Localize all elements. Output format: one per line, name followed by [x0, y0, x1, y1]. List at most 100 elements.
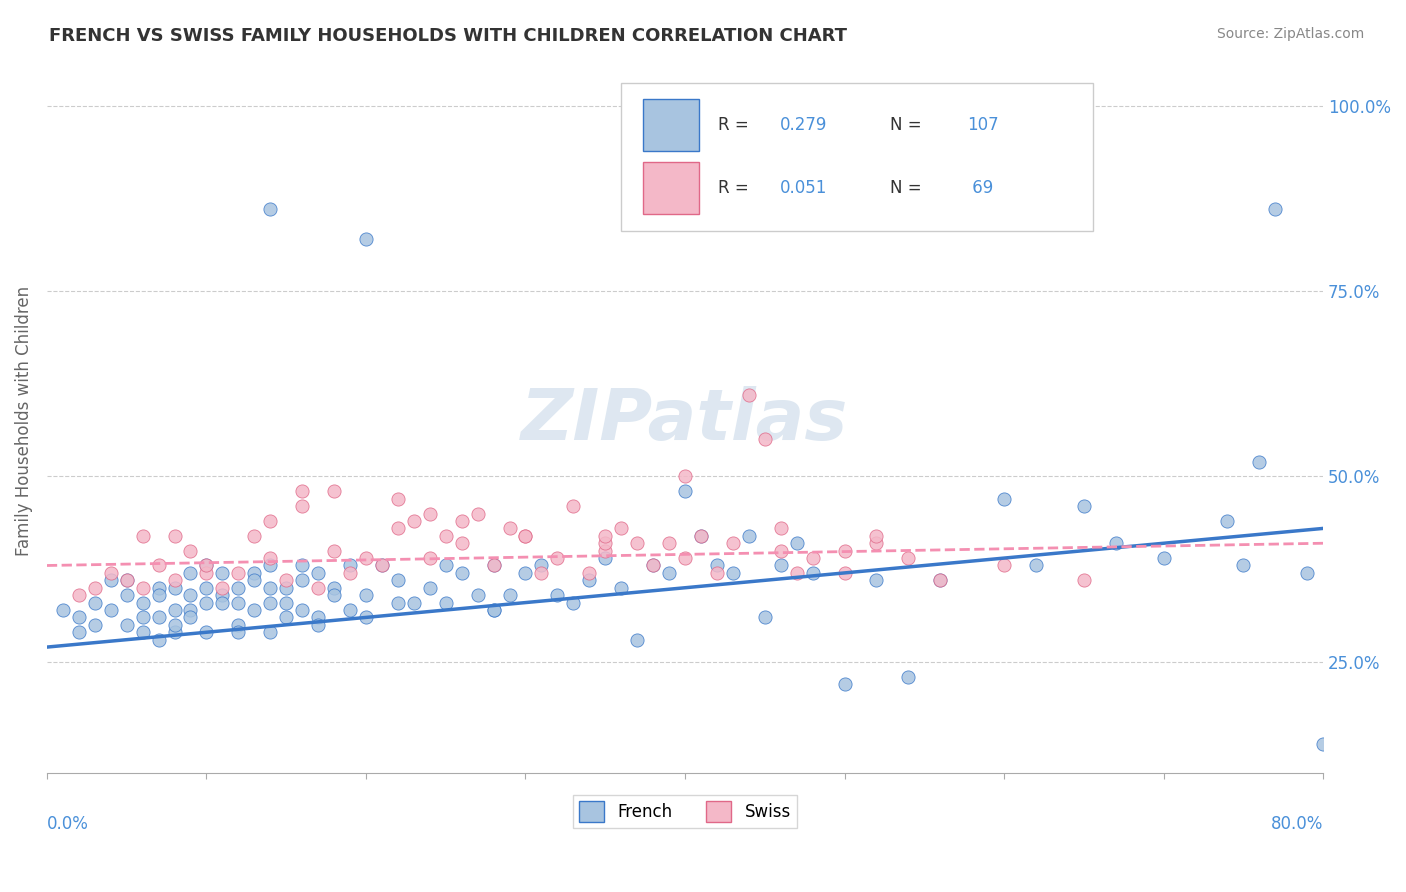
Point — [593, 543, 616, 558]
Point — [721, 566, 744, 580]
Point — [929, 574, 952, 588]
Point — [434, 558, 457, 573]
Text: N =: N = — [890, 179, 928, 197]
Point — [179, 566, 201, 580]
Point — [1025, 558, 1047, 573]
Point — [259, 202, 281, 217]
Point — [834, 543, 856, 558]
Point — [291, 603, 314, 617]
Point — [163, 574, 186, 588]
Point — [769, 543, 792, 558]
Text: 0.0%: 0.0% — [46, 815, 89, 833]
Point — [1249, 455, 1271, 469]
Point — [371, 558, 394, 573]
Point — [371, 558, 394, 573]
Point — [354, 551, 377, 566]
Point — [115, 574, 138, 588]
Point — [865, 536, 887, 550]
Point — [148, 558, 170, 573]
Point — [131, 529, 153, 543]
Point — [291, 574, 314, 588]
Point — [626, 536, 648, 550]
Point — [482, 603, 505, 617]
Point — [387, 491, 409, 506]
Point — [131, 581, 153, 595]
Point — [339, 566, 361, 580]
Point — [179, 610, 201, 624]
Y-axis label: Family Households with Children: Family Households with Children — [15, 285, 32, 556]
Point — [179, 603, 201, 617]
Point — [593, 529, 616, 543]
Point — [243, 574, 266, 588]
Point — [673, 551, 696, 566]
Point — [993, 491, 1015, 506]
Point — [706, 566, 728, 580]
Point — [354, 610, 377, 624]
Point — [179, 588, 201, 602]
Point — [323, 581, 346, 595]
Point — [195, 581, 218, 595]
Text: 69: 69 — [967, 179, 993, 197]
Point — [1296, 566, 1319, 580]
Point — [291, 484, 314, 499]
Text: 0.051: 0.051 — [779, 179, 827, 197]
Point — [228, 617, 250, 632]
Point — [243, 566, 266, 580]
Text: 80.0%: 80.0% — [1271, 815, 1323, 833]
Point — [387, 596, 409, 610]
Point — [163, 625, 186, 640]
Point — [402, 596, 425, 610]
Point — [643, 558, 665, 573]
Point — [834, 566, 856, 580]
Point — [211, 596, 233, 610]
Point — [100, 574, 122, 588]
Point — [450, 514, 472, 528]
Point — [530, 566, 553, 580]
Text: R =: R = — [718, 116, 754, 134]
Point — [1073, 499, 1095, 513]
Point — [115, 574, 138, 588]
Point — [690, 529, 713, 543]
Point — [593, 551, 616, 566]
Point — [578, 566, 600, 580]
Text: 0.279: 0.279 — [779, 116, 827, 134]
Point — [163, 581, 186, 595]
Point — [515, 529, 537, 543]
Point — [658, 566, 681, 580]
Point — [259, 558, 281, 573]
Text: FRENCH VS SWISS FAMILY HOUSEHOLDS WITH CHILDREN CORRELATION CHART: FRENCH VS SWISS FAMILY HOUSEHOLDS WITH C… — [49, 27, 848, 45]
Point — [721, 536, 744, 550]
Point — [1073, 574, 1095, 588]
Point — [291, 499, 314, 513]
Point — [482, 558, 505, 573]
Legend: French, Swiss: French, Swiss — [572, 795, 797, 829]
Point — [482, 558, 505, 573]
Point — [467, 507, 489, 521]
Point — [339, 558, 361, 573]
Point — [228, 581, 250, 595]
Point — [993, 558, 1015, 573]
FancyBboxPatch shape — [643, 162, 699, 214]
Point — [354, 232, 377, 246]
Point — [307, 566, 329, 580]
Point — [83, 617, 105, 632]
Point — [626, 632, 648, 647]
Point — [834, 677, 856, 691]
Point — [276, 610, 298, 624]
Point — [131, 610, 153, 624]
Point — [163, 603, 186, 617]
Point — [228, 596, 250, 610]
Point — [450, 536, 472, 550]
Point — [243, 529, 266, 543]
Point — [148, 581, 170, 595]
Point — [276, 581, 298, 595]
Point — [83, 596, 105, 610]
Point — [195, 558, 218, 573]
Point — [1153, 551, 1175, 566]
Point — [115, 617, 138, 632]
Point — [738, 529, 761, 543]
Point — [658, 536, 681, 550]
Point — [307, 617, 329, 632]
Text: 107: 107 — [967, 116, 998, 134]
Point — [211, 581, 233, 595]
